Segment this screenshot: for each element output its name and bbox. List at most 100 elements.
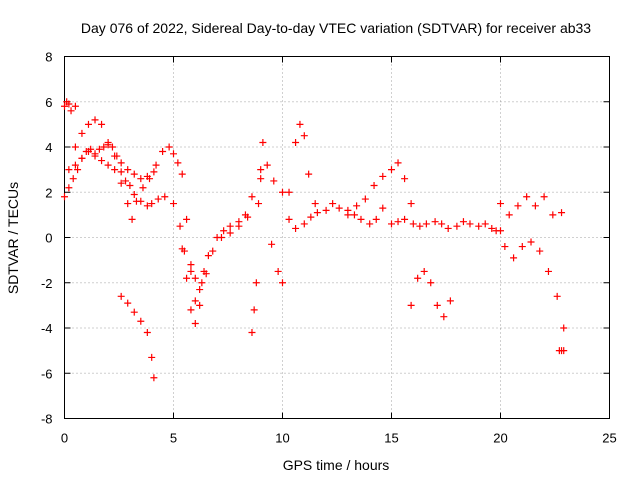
data-point: [388, 166, 395, 174]
data-point: [549, 211, 557, 219]
chart-title: Day 076 of 2022, Sidereal Day-to-day VTE…: [81, 20, 591, 36]
data-point: [488, 224, 496, 232]
data-point: [257, 166, 265, 174]
data-point: [268, 240, 276, 248]
data-point: [250, 306, 258, 314]
data-point: [146, 175, 154, 183]
data-point: [117, 159, 125, 167]
x-axis-label: GPS time / hours: [283, 457, 390, 473]
data-point: [84, 120, 92, 128]
data-point: [187, 267, 195, 275]
data-point: [344, 211, 352, 219]
data-point: [527, 238, 535, 246]
data-point: [191, 319, 199, 327]
data-point: [196, 286, 204, 294]
data-point: [407, 200, 415, 208]
data-point: [536, 247, 544, 255]
data-point: [61, 193, 68, 201]
data-point: [148, 353, 156, 361]
data-point: [329, 200, 337, 208]
x-tick-label: 25: [602, 431, 616, 446]
data-point: [159, 148, 167, 156]
data-point: [130, 191, 138, 199]
series-track-j: [344, 159, 415, 219]
data-point: [235, 222, 243, 230]
series-track-m: [492, 227, 568, 332]
data-point: [174, 159, 182, 167]
data-point: [248, 329, 256, 337]
data-point: [252, 279, 260, 287]
data-point: [248, 193, 256, 201]
data-points: [61, 98, 568, 382]
data-point: [361, 195, 369, 203]
data-point: [560, 324, 568, 332]
data-point: [154, 195, 162, 203]
data-point: [78, 129, 86, 137]
data-point: [414, 274, 422, 282]
x-tick-label: 15: [384, 431, 398, 446]
data-point: [453, 222, 461, 230]
data-point: [407, 301, 415, 309]
data-point: [514, 202, 522, 210]
data-point: [111, 152, 119, 160]
x-tick-label: 0: [61, 431, 68, 446]
data-point: [492, 227, 500, 235]
axis-ticks: 0 5 10 15 20 25 -8 -6 -4 -2 0 2 4 6 8: [41, 50, 617, 446]
data-point: [409, 220, 417, 228]
y-tick-label: -8: [41, 412, 53, 427]
series-track-l: [497, 193, 566, 219]
data-point: [100, 143, 108, 151]
data-point: [305, 170, 313, 178]
y-tick-label: 2: [45, 185, 52, 200]
data-point: [433, 301, 441, 309]
data-point: [401, 215, 409, 223]
data-point: [191, 297, 199, 305]
data-point: [416, 222, 424, 230]
data-point: [427, 279, 435, 287]
data-point: [560, 347, 568, 355]
series-track-h: [248, 138, 267, 337]
data-point: [226, 229, 234, 237]
data-point: [370, 181, 378, 189]
data-point: [71, 161, 79, 169]
data-point: [148, 200, 156, 208]
data-point: [202, 270, 210, 278]
data-point: [98, 120, 106, 128]
data-point: [74, 166, 82, 174]
y-tick-label: 0: [45, 231, 52, 246]
data-point: [108, 143, 116, 151]
data-point: [204, 252, 212, 260]
data-point: [335, 204, 343, 212]
data-point: [69, 175, 77, 183]
series-track-f: [117, 292, 158, 382]
data-point: [170, 200, 177, 208]
data-point: [505, 211, 513, 219]
data-point: [78, 154, 86, 162]
data-point: [420, 267, 428, 275]
data-point: [255, 200, 263, 208]
data-point: [372, 215, 380, 223]
data-point: [285, 215, 293, 223]
data-point: [379, 172, 387, 180]
data-point: [84, 148, 92, 156]
data-point: [220, 227, 228, 235]
data-point: [279, 279, 286, 287]
data-point: [126, 181, 134, 189]
data-point: [104, 161, 112, 169]
series-track-c: [65, 116, 136, 223]
data-point: [279, 188, 286, 196]
series-track-n: [555, 347, 568, 355]
data-point: [438, 220, 446, 228]
data-point: [270, 177, 278, 185]
data-point: [95, 145, 103, 153]
series-track-b: [61, 141, 504, 287]
data-point: [523, 193, 531, 201]
data-point: [244, 213, 252, 221]
x-tick-label: 10: [275, 431, 289, 446]
data-point: [440, 313, 448, 321]
series-track-i: [268, 120, 319, 287]
data-point: [459, 218, 467, 226]
data-point: [263, 161, 271, 169]
data-point: [91, 152, 99, 160]
data-point: [466, 220, 474, 228]
